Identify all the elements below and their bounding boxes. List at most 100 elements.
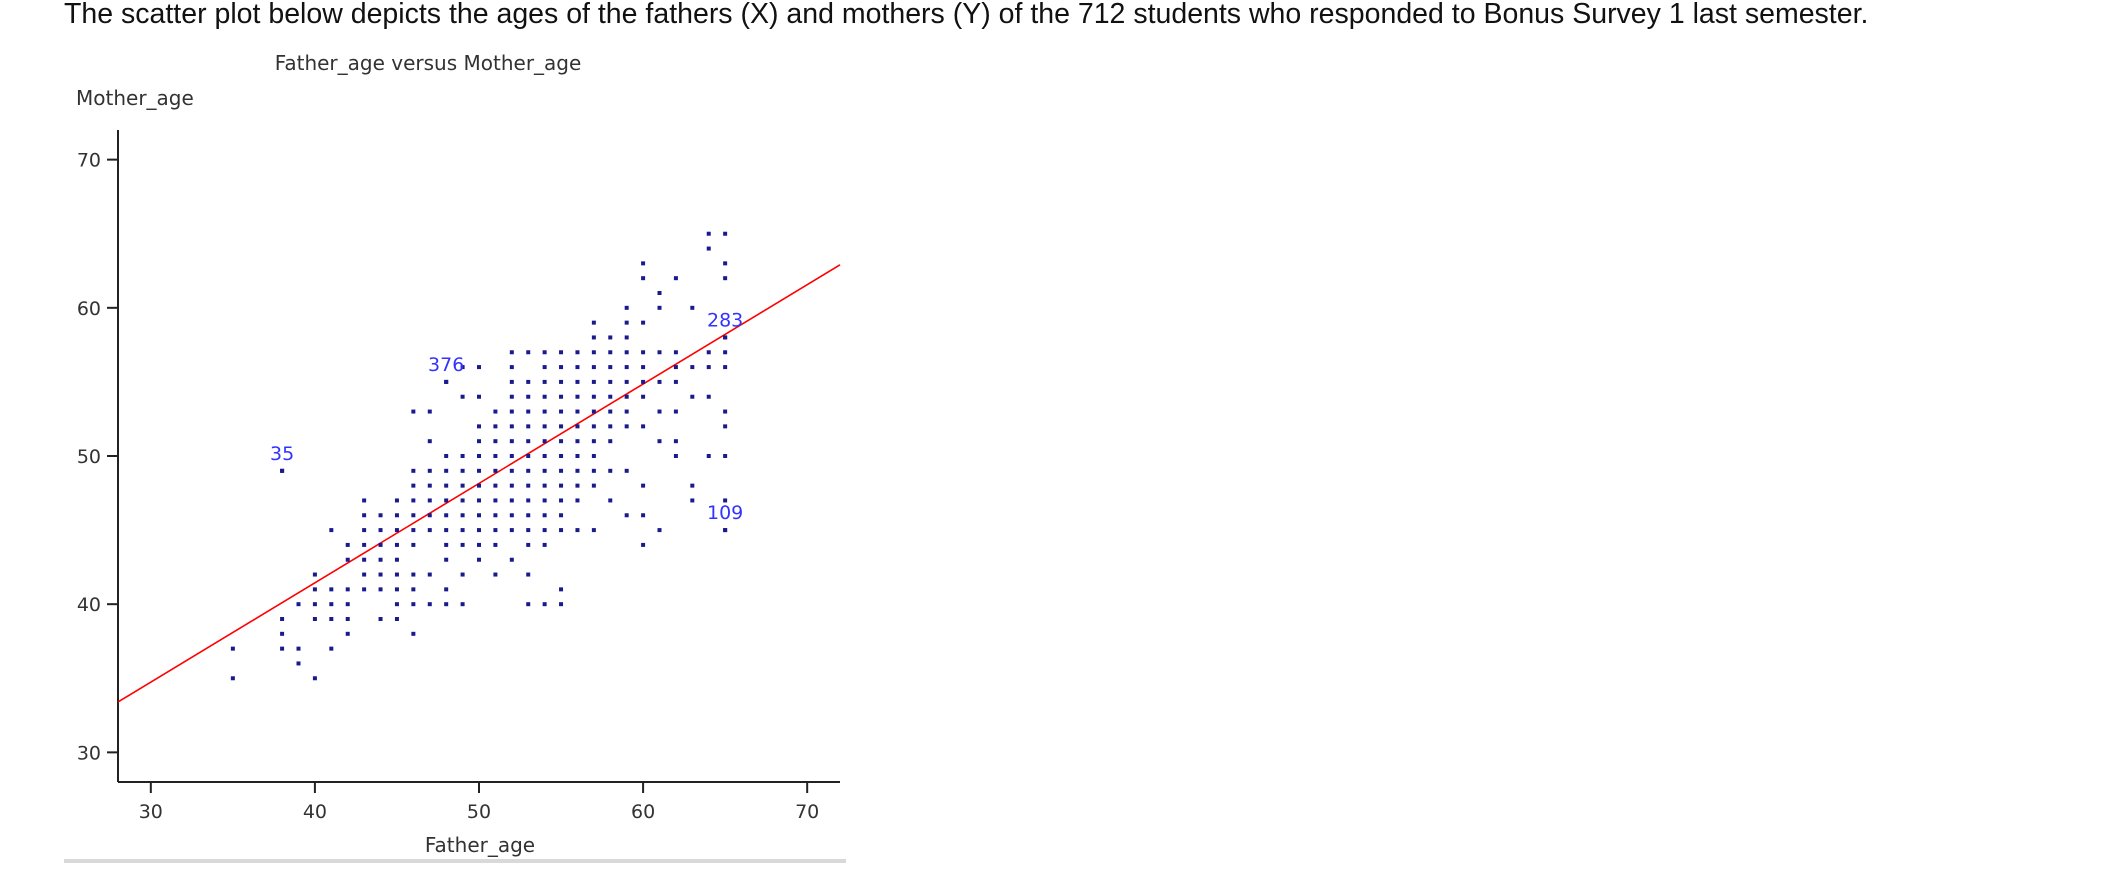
y-tick-label: 50 [77, 446, 101, 468]
data-point [280, 617, 285, 621]
data-point [477, 365, 481, 370]
data-point [575, 379, 580, 384]
labeled-data-point [444, 379, 449, 384]
data-point [575, 365, 580, 370]
data-point [329, 646, 334, 651]
data-point [394, 602, 399, 607]
data-point [460, 483, 465, 488]
data-point [362, 542, 367, 547]
y-tick-label: 60 [77, 298, 101, 320]
data-point [362, 513, 367, 518]
x-tick-label: 60 [631, 801, 655, 823]
data-point [345, 602, 350, 607]
data-point [296, 602, 301, 607]
data-point [591, 365, 596, 370]
data-point [526, 513, 531, 518]
data-point [509, 424, 514, 429]
data-point [608, 365, 613, 370]
data-point [460, 542, 465, 547]
point-label: 109 [707, 502, 743, 524]
data-point [444, 498, 449, 503]
data-point [575, 409, 580, 414]
data-point [394, 557, 399, 562]
axes: 30 40 50 60 70 30 40 50 60 70 [77, 130, 840, 823]
data-point [624, 513, 629, 518]
data-point [542, 498, 547, 503]
data-point [559, 454, 564, 458]
data-point [542, 424, 547, 429]
data-point [427, 528, 432, 533]
data-point [559, 602, 564, 607]
data-point [411, 631, 416, 636]
y-axis-label: Mother_age [76, 86, 194, 110]
data-point [641, 276, 646, 281]
data-point [493, 454, 498, 458]
data-point [378, 528, 383, 533]
data-point [493, 513, 498, 518]
data-point [608, 424, 613, 429]
data-point [542, 379, 547, 384]
data-point [591, 320, 596, 325]
data-point [493, 528, 498, 533]
data-point [575, 483, 580, 488]
data-point [394, 542, 399, 547]
data-point [444, 587, 449, 592]
data-point [690, 365, 695, 370]
data-point [460, 394, 465, 399]
data-point [723, 498, 728, 503]
data-point [542, 468, 547, 473]
data-point [411, 602, 416, 607]
data-point [460, 513, 465, 518]
data-point [706, 350, 711, 355]
data-point [427, 439, 432, 444]
data-point [591, 528, 596, 533]
data-point [641, 513, 646, 518]
data-point [329, 528, 334, 533]
data-point [706, 454, 711, 458]
data-point [460, 602, 465, 607]
data-point [362, 572, 367, 577]
data-point [542, 513, 547, 518]
data-point [673, 409, 678, 414]
y-tick-label: 70 [77, 150, 101, 172]
data-point [575, 468, 580, 473]
data-point [444, 468, 449, 473]
data-point [542, 454, 547, 458]
data-point [444, 528, 449, 533]
y-tick-label: 40 [77, 594, 101, 616]
data-point [641, 394, 646, 399]
data-point [411, 483, 416, 488]
data-point [493, 483, 498, 488]
data-point [526, 602, 531, 607]
data-point [427, 468, 432, 473]
data-point [542, 350, 547, 355]
data-point [657, 379, 662, 384]
data-point [493, 468, 498, 473]
data-point [673, 365, 678, 370]
data-point [723, 409, 728, 414]
data-point [493, 409, 498, 414]
data-point [509, 409, 514, 414]
data-point [378, 542, 383, 547]
data-point [723, 231, 728, 236]
data-point [477, 513, 481, 518]
data-point [460, 528, 465, 533]
data-point [526, 350, 531, 355]
data-point [559, 424, 564, 429]
data-point [657, 528, 662, 533]
data-point [706, 394, 711, 399]
data-point [624, 409, 629, 414]
data-point [542, 409, 547, 414]
data-point [427, 572, 432, 577]
data-point [427, 498, 432, 503]
data-point [723, 350, 728, 355]
data-point [641, 542, 646, 547]
data-point [362, 557, 367, 562]
data-point [559, 468, 564, 473]
data-point [460, 365, 465, 370]
data-point [444, 454, 449, 458]
data-point [591, 424, 596, 429]
data-point [509, 350, 514, 355]
data-point [706, 246, 711, 251]
data-point [427, 409, 432, 414]
